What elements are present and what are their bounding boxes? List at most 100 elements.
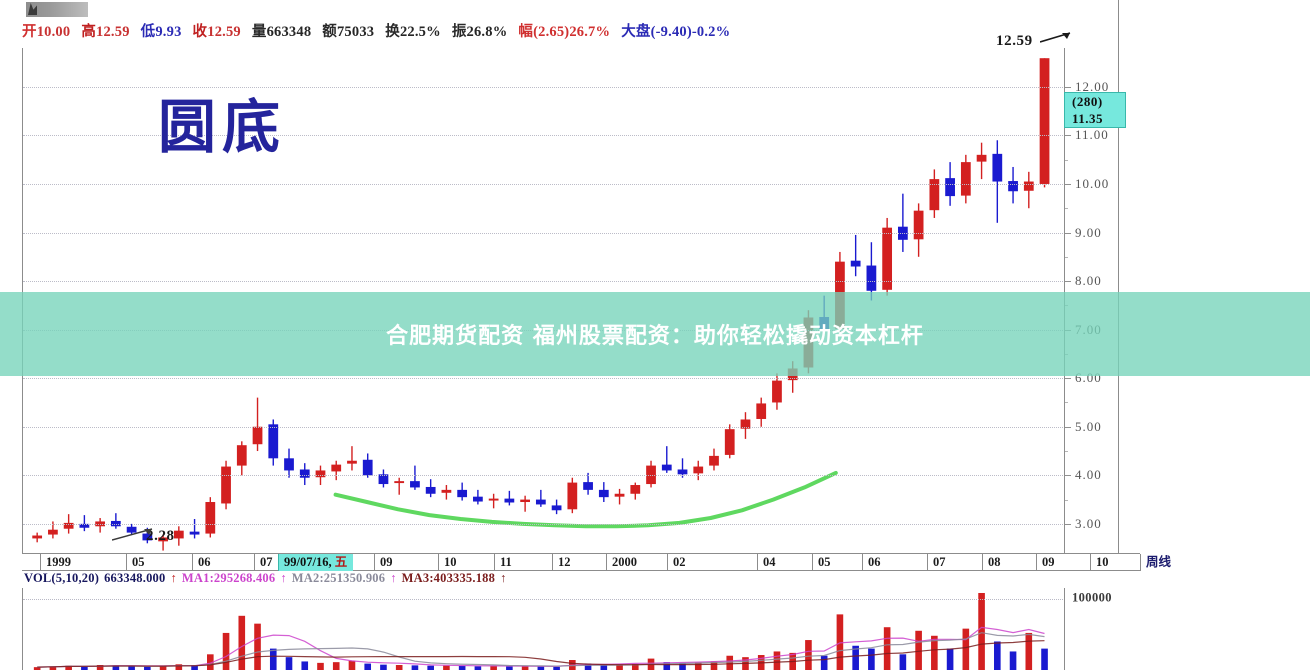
volume-legend-item-8: ↑ xyxy=(500,571,507,585)
candle-body xyxy=(850,260,861,267)
price-axis-minor-tick xyxy=(1065,402,1068,404)
candle-body xyxy=(677,469,688,475)
volume-bar xyxy=(820,655,828,670)
candle-body xyxy=(236,445,247,466)
volume-ma-line-5 xyxy=(37,626,1045,668)
candle-body xyxy=(362,459,373,476)
date-axis-tick-5[interactable]: 09 xyxy=(374,554,393,571)
volume-bar xyxy=(285,657,293,670)
quote-item-value: (2.65)26.7% xyxy=(533,24,611,40)
volume-bar xyxy=(506,666,513,670)
candle-body xyxy=(976,154,987,162)
candle-body xyxy=(646,465,656,485)
quote-item-label: 低 xyxy=(140,24,156,40)
candle-body xyxy=(457,489,468,498)
price-axis-minor-tick xyxy=(1065,159,1068,161)
volume-bar xyxy=(474,666,482,670)
volume-bar xyxy=(81,666,88,670)
candle-body xyxy=(1039,58,1050,184)
volume-legend-item-2: ↑ xyxy=(170,571,177,585)
candle-body xyxy=(960,162,971,196)
candle-body xyxy=(378,474,389,485)
date-axis-tick-2[interactable]: 06 xyxy=(192,554,211,571)
volume-bar xyxy=(726,655,734,670)
volume-legend-item-3: MA1:295268.406 xyxy=(181,571,276,585)
volume-bar xyxy=(1025,632,1033,670)
volume-bar xyxy=(773,651,781,670)
date-axis-tick-8[interactable]: 12 xyxy=(552,554,571,571)
quote-item-9: 大盘(-9.40)-0.2% xyxy=(621,24,730,40)
price-axis-label: 11.00 xyxy=(1075,127,1109,143)
date-axis-tick-16[interactable]: 09 xyxy=(1036,554,1055,571)
quote-item-value: 663348 xyxy=(266,24,312,40)
quote-item-label: 振 xyxy=(451,24,467,40)
quote-item-5: 额75033 xyxy=(322,24,374,40)
date-axis-tick-7[interactable]: 11 xyxy=(494,554,512,571)
volume-chart-pane[interactable] xyxy=(22,588,1065,670)
quote-item-4: 量663348 xyxy=(252,24,311,40)
volume-bar xyxy=(128,666,135,670)
candle-body xyxy=(268,424,279,459)
volume-bar xyxy=(144,666,151,670)
price-gridline xyxy=(23,86,1065,88)
volume-bar xyxy=(962,628,970,670)
volume-bar xyxy=(317,662,324,670)
candle-body xyxy=(331,464,342,472)
volume-bar xyxy=(868,648,875,670)
volume-bar xyxy=(946,648,954,670)
volume-legend-item-4: ↑ xyxy=(280,571,287,585)
volume-legend: VOL(5,10,20) 663348.000 ↑ MA1:295268.406 ↑ MA… xyxy=(24,571,512,586)
volume-bar xyxy=(33,667,41,670)
quote-item-1: 高12.59 xyxy=(81,24,129,40)
date-axis-tick-12[interactable]: 05 xyxy=(812,554,831,571)
date-axis-tick-6[interactable]: 10 xyxy=(438,554,457,571)
volume-bar xyxy=(364,663,372,670)
date-axis-tick-9[interactable]: 2000 xyxy=(606,554,637,571)
date-axis-tick-10[interactable]: 02 xyxy=(667,554,686,571)
price-gridline xyxy=(23,135,1065,137)
price-axis-tick xyxy=(1065,523,1071,525)
price-gridline xyxy=(23,183,1065,185)
volume-bar xyxy=(238,615,246,670)
price-axis-label: 3.00 xyxy=(1075,515,1102,531)
candle-body xyxy=(441,489,452,493)
candle-body xyxy=(173,530,184,539)
volume-axis-border xyxy=(1064,588,1065,670)
candle-body xyxy=(299,469,310,478)
candle-body xyxy=(32,535,43,539)
volume-bar xyxy=(380,664,387,670)
date-axis-tick-1[interactable]: 05 xyxy=(126,554,145,571)
candle-body xyxy=(598,489,609,498)
candle-body xyxy=(551,505,562,511)
price-gridline xyxy=(23,523,1065,525)
date-axis-tick-18[interactable]: 周线 xyxy=(1140,554,1171,571)
volume-bar xyxy=(96,665,104,670)
quote-item-value: 9.93 xyxy=(155,24,182,40)
quote-item-7: 振26.8% xyxy=(452,24,508,40)
date-axis-tick-0[interactable]: 1999 xyxy=(40,554,71,571)
date-axis[interactable]: 1999 05 06 07 99/07/16, 五 09 10 11 12 2000 02 04 05 0… xyxy=(22,553,1171,571)
price-highlight-count: (280) xyxy=(1072,94,1103,110)
price-axis-tick xyxy=(1065,426,1071,428)
price-axis-tick xyxy=(1065,475,1071,477)
low-price-arrow xyxy=(112,528,153,541)
date-axis-tick-17[interactable]: 10 xyxy=(1090,554,1109,571)
price-axis-tick xyxy=(1065,281,1071,283)
candle-body xyxy=(1023,181,1034,191)
date-axis-tick-3[interactable]: 07 xyxy=(254,554,273,571)
candle-body xyxy=(661,464,672,471)
volume-bar xyxy=(710,661,718,670)
date-axis-tick-14[interactable]: 07 xyxy=(927,554,946,571)
date-axis-tick-11[interactable]: 04 xyxy=(757,554,776,571)
date-axis-tick-13[interactable]: 06 xyxy=(862,554,881,571)
quote-item-value: 10.00 xyxy=(36,24,71,40)
volume-bar xyxy=(332,662,340,670)
candle-body xyxy=(693,466,704,474)
high-price-arrow xyxy=(1040,32,1071,43)
date-axis-tick-15[interactable]: 08 xyxy=(982,554,1001,571)
candle-body xyxy=(284,458,294,471)
date-axis-tick-4[interactable]: 99/07/16, 五 xyxy=(278,554,354,571)
price-axis-minor-tick xyxy=(1065,451,1068,453)
candle-body xyxy=(48,529,58,535)
price-axis-label: 5.00 xyxy=(1075,418,1102,434)
